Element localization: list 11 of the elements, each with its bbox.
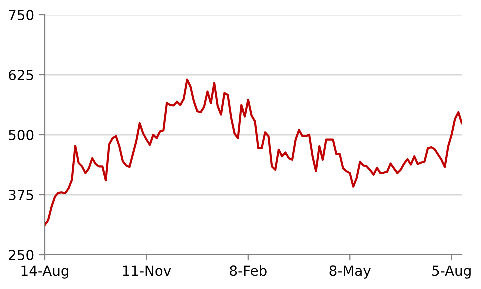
y-tick-label: 625 <box>9 70 34 80</box>
y-tick-label: 500 <box>9 130 34 140</box>
line-series <box>45 78 462 226</box>
y-tick-label: 250 <box>9 250 34 260</box>
x-tick-label: 14-Aug <box>22 266 68 279</box>
x-tick-label: 11-Nov <box>123 266 172 276</box>
y-tick-label: 375 <box>9 190 34 200</box>
x-tick-label: 5-Aug <box>432 266 471 279</box>
y-tick-label: 750 <box>9 10 34 20</box>
x-tick-label: 8-May <box>330 266 371 279</box>
x-tick-label: 8-Feb <box>230 265 267 276</box>
